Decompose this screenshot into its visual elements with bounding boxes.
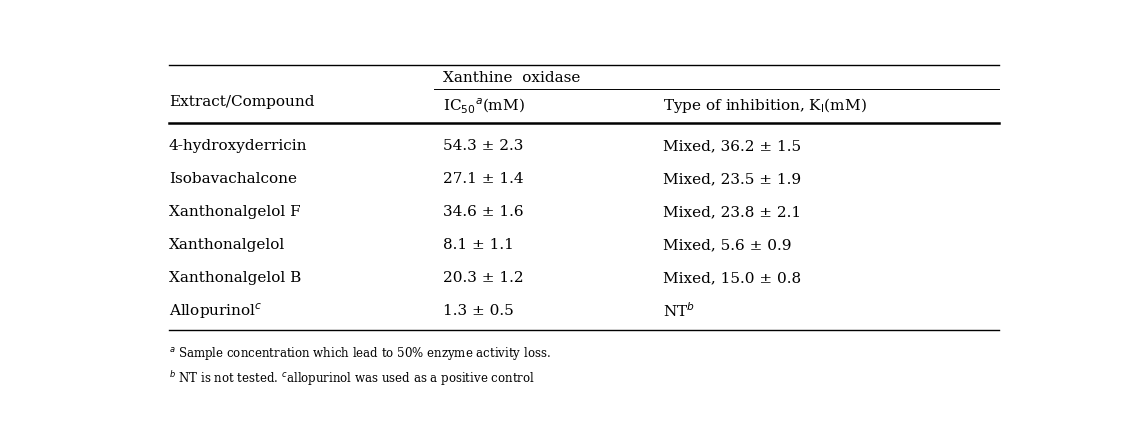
Text: 8.1 ± 1.1: 8.1 ± 1.1 [443,238,514,252]
Text: 54.3 ± 2.3: 54.3 ± 2.3 [443,139,523,153]
Text: $^{b}$ NT is not tested. $^{c}$allopurinol was used as a positive control: $^{b}$ NT is not tested. $^{c}$allopurin… [169,370,534,389]
Text: 34.6 ± 1.6: 34.6 ± 1.6 [443,205,523,219]
Text: Extract/Compound: Extract/Compound [169,95,314,109]
Text: 1.3 ± 0.5: 1.3 ± 0.5 [443,304,514,318]
Text: Mixed, 15.0 ± 0.8: Mixed, 15.0 ± 0.8 [663,271,802,285]
Text: 4-hydroxyderricin: 4-hydroxyderricin [169,139,308,153]
Text: Mixed, 36.2 ± 1.5: Mixed, 36.2 ± 1.5 [663,139,802,153]
Text: Xanthonalgelol F: Xanthonalgelol F [169,205,301,219]
Text: 20.3 ± 1.2: 20.3 ± 1.2 [443,271,523,285]
Text: Mixed, 5.6 ± 0.9: Mixed, 5.6 ± 0.9 [663,238,792,252]
Text: $^{a}$ Sample concentration which lead to 50% enzyme activity loss.: $^{a}$ Sample concentration which lead t… [169,345,550,362]
Text: 27.1 ± 1.4: 27.1 ± 1.4 [443,172,523,186]
Text: Xanthonalgelol: Xanthonalgelol [169,238,285,252]
Text: NT$^{b}$: NT$^{b}$ [663,302,695,320]
Text: Mixed, 23.8 ± 2.1: Mixed, 23.8 ± 2.1 [663,205,802,219]
Text: Type of inhibition, K$_{\rm I}$(mM): Type of inhibition, K$_{\rm I}$(mM) [663,96,867,115]
Text: Xanthine  oxidase: Xanthine oxidase [443,71,580,86]
Text: Allopurinol$^{c}$: Allopurinol$^{c}$ [169,301,262,321]
Text: Xanthonalgelol B: Xanthonalgelol B [169,271,301,285]
Text: Mixed, 23.5 ± 1.9: Mixed, 23.5 ± 1.9 [663,172,802,186]
Text: IC$_{50}$$^{a}$(mM): IC$_{50}$$^{a}$(mM) [443,96,524,115]
Text: Isobavachalcone: Isobavachalcone [169,172,297,186]
